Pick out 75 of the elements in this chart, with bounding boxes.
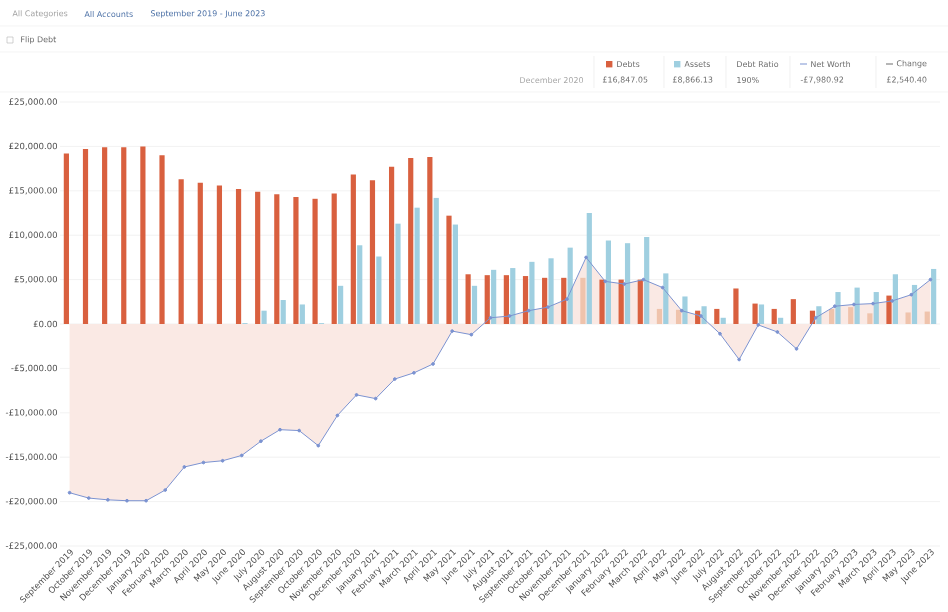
bar [886, 295, 892, 324]
bar [178, 179, 184, 324]
bar [778, 317, 784, 324]
bar [892, 274, 898, 324]
bar [854, 287, 860, 324]
bar [931, 268, 937, 324]
bar [471, 285, 478, 324]
bar [522, 276, 529, 324]
bar [63, 153, 69, 324]
bar [82, 149, 89, 324]
bar [331, 193, 337, 324]
bar [848, 307, 854, 324]
bar [529, 261, 535, 324]
bar [758, 304, 765, 324]
bar [644, 236, 650, 324]
bar [733, 288, 739, 324]
bar [261, 310, 267, 324]
bar [599, 279, 605, 324]
bar [140, 146, 146, 324]
bar [369, 180, 376, 324]
bar [720, 317, 726, 324]
bar [605, 240, 612, 324]
bar [567, 247, 573, 324]
bar [714, 308, 720, 324]
bar [452, 224, 458, 324]
bar [299, 304, 305, 324]
bar [102, 147, 108, 324]
bar [503, 275, 509, 324]
bar [828, 308, 835, 324]
bar [510, 268, 516, 324]
bar [484, 275, 490, 324]
bar [433, 197, 439, 324]
bar [312, 198, 318, 324]
bar [293, 197, 299, 324]
bar [197, 182, 203, 324]
bar [388, 166, 395, 324]
bar [255, 191, 261, 324]
bar [491, 269, 497, 324]
bar [752, 303, 758, 324]
bar [542, 277, 548, 324]
bar [235, 189, 242, 324]
bar [408, 157, 414, 324]
bar [580, 277, 586, 324]
bar [280, 300, 286, 324]
bar [924, 311, 930, 324]
bar [357, 245, 363, 324]
bar [561, 277, 567, 324]
bar [395, 223, 401, 324]
bar [663, 273, 669, 324]
bar [121, 147, 127, 324]
bar [586, 213, 592, 324]
bar [618, 279, 624, 324]
bar [675, 309, 682, 324]
bar [350, 174, 356, 324]
bar [446, 215, 452, 324]
bar [835, 292, 841, 324]
bar [159, 155, 165, 324]
bar [216, 185, 223, 324]
bar [911, 284, 918, 324]
bar [790, 299, 796, 324]
bar [771, 308, 777, 324]
bar [548, 258, 554, 324]
bar [873, 292, 879, 324]
bar [338, 285, 344, 324]
bar [376, 256, 382, 324]
bar [624, 243, 631, 324]
bar [656, 308, 663, 324]
bar [465, 274, 471, 324]
bar [867, 313, 873, 324]
bar [905, 312, 911, 324]
bar [637, 279, 643, 324]
bar [274, 194, 280, 324]
bar [427, 157, 433, 324]
bar [682, 296, 688, 324]
bar [414, 207, 420, 324]
